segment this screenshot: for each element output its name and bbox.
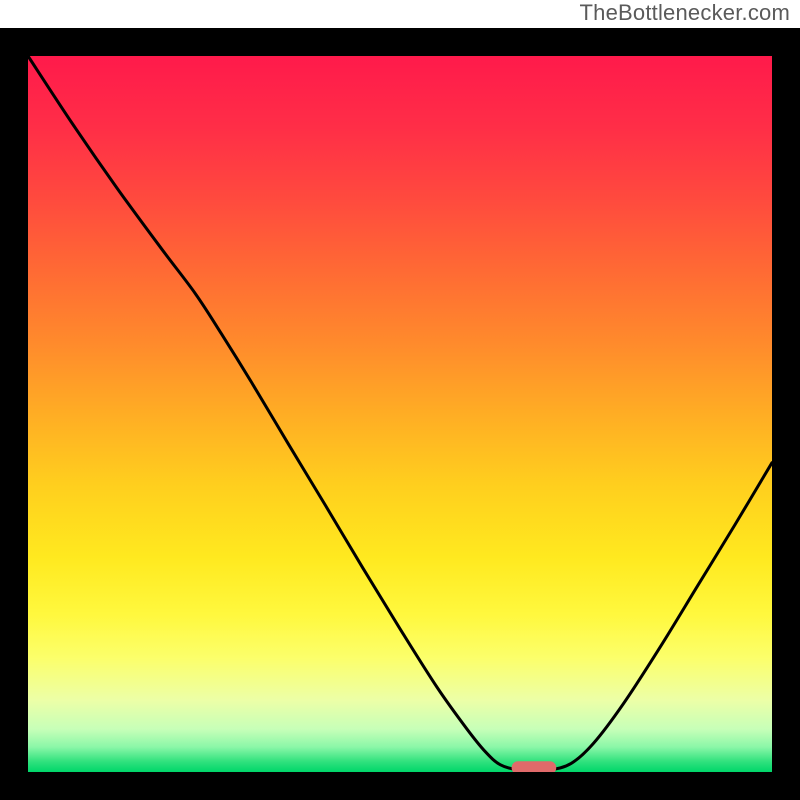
frame-bottom xyxy=(0,772,800,800)
watermark-text: TheBottlenecker.com xyxy=(580,0,790,26)
frame-left xyxy=(0,28,28,800)
gradient-background xyxy=(28,56,772,772)
frame-top xyxy=(0,28,800,56)
plot-area xyxy=(0,28,800,800)
frame-right xyxy=(772,28,800,800)
plot-svg xyxy=(0,28,800,800)
chart-container: TheBottlenecker.com xyxy=(0,0,800,800)
